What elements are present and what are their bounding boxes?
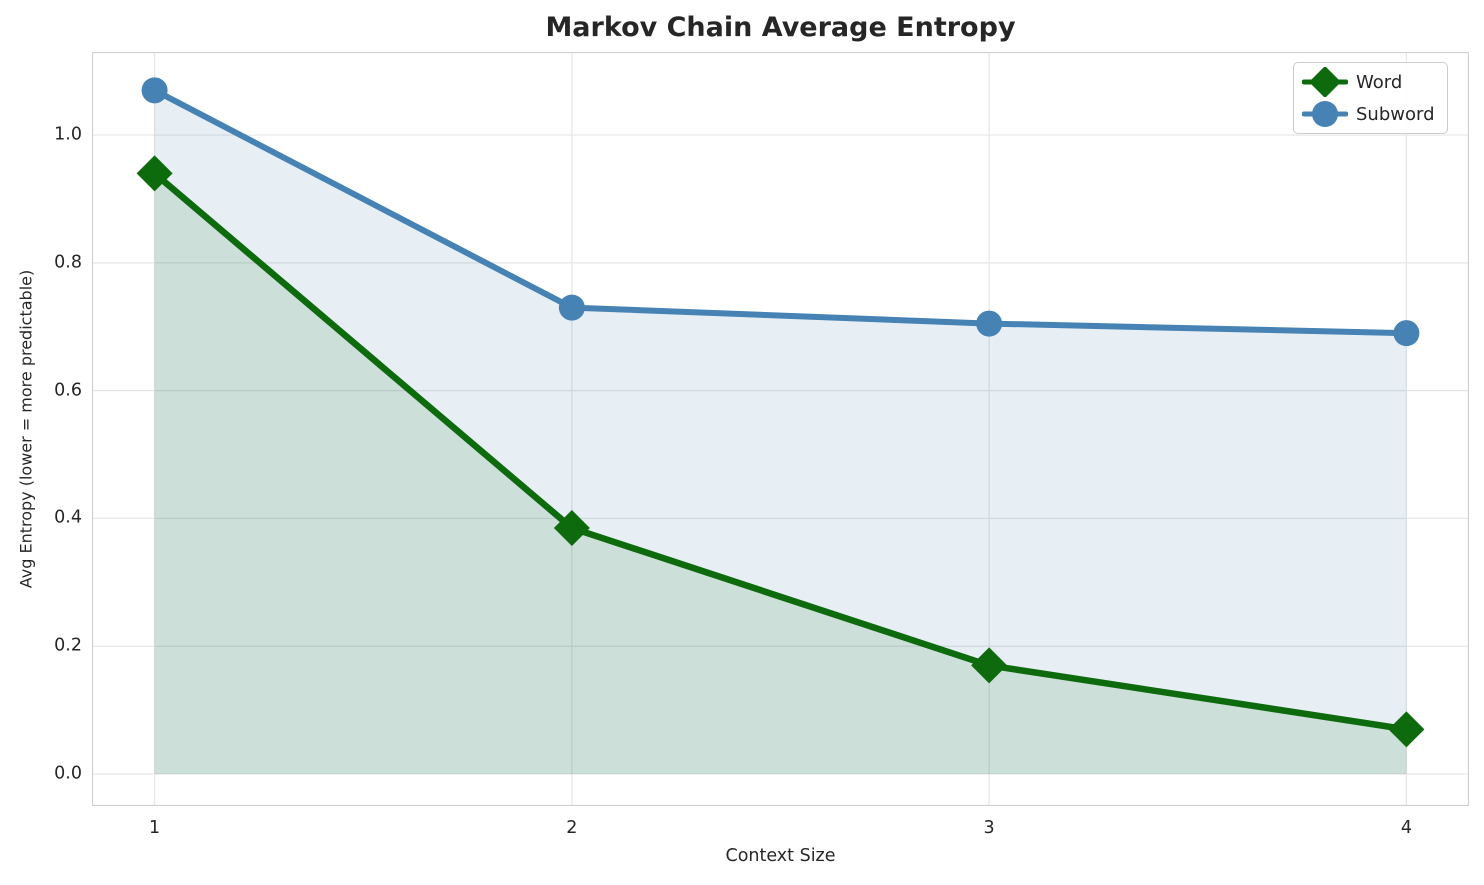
y-tick-label: 0.4 — [54, 508, 82, 529]
legend-marker-diamond-icon — [1302, 67, 1348, 97]
series-line-word — [151, 170, 1410, 733]
marker-diamond-word — [553, 510, 590, 547]
area-fill-word — [154, 173, 1407, 775]
area-fill-subword — [154, 90, 1407, 775]
legend-item-subword: Subword — [1302, 99, 1435, 129]
marker-diamond-word — [136, 155, 173, 192]
y-tick-label: 0.2 — [54, 635, 82, 656]
y-tick-label: 0.0 — [54, 763, 82, 784]
marker-diamond-word — [1388, 711, 1425, 748]
x-axis-label: Context Size — [725, 846, 836, 866]
x-tick-label: 1 — [149, 818, 161, 838]
chart-title: Markov Chain Average Entropy — [545, 12, 1016, 43]
x-tick-label: 4 — [1400, 818, 1412, 838]
y-axis-label: Avg Entropy (lower = more predictable) — [16, 269, 36, 589]
marker-circle-subword — [141, 77, 168, 104]
marker-diamond-word — [971, 647, 1008, 684]
x-tick-label: 3 — [983, 818, 995, 838]
marker-circle-subword — [558, 294, 585, 321]
legend-item-word: Word — [1302, 67, 1435, 97]
legend: Word Subword — [1293, 62, 1448, 134]
marker-circle-subword — [1393, 320, 1420, 347]
legend-marker-circle-icon — [1302, 101, 1348, 127]
legend-label: Word — [1356, 71, 1403, 93]
legend-label: Subword — [1356, 103, 1435, 125]
marker-circle-subword — [976, 310, 1003, 337]
y-tick-label: 0.8 — [54, 252, 82, 273]
plot-border — [92, 52, 1469, 806]
y-tick-label: 1.0 — [54, 124, 82, 145]
y-tick-label: 0.6 — [54, 380, 82, 401]
series-line-subword — [151, 87, 1410, 337]
x-tick-label: 2 — [566, 818, 578, 838]
plot-area — [92, 52, 1469, 806]
